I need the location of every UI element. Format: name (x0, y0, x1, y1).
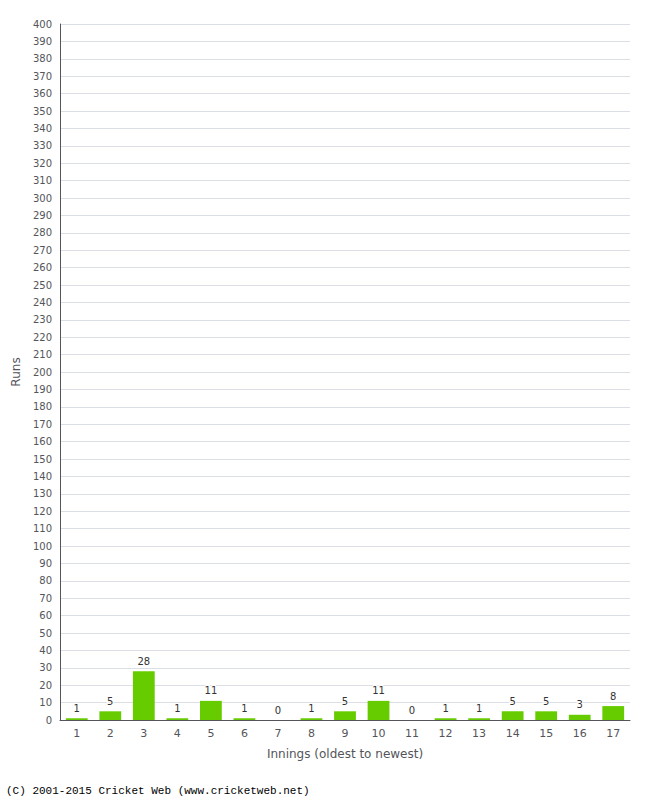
svg-text:60: 60 (39, 610, 52, 621)
svg-text:40: 40 (39, 645, 52, 656)
svg-text:50: 50 (39, 628, 52, 639)
svg-text:100: 100 (33, 541, 52, 552)
svg-text:1: 1 (442, 703, 448, 714)
svg-text:12: 12 (439, 727, 453, 740)
svg-text:150: 150 (33, 454, 52, 465)
svg-text:5: 5 (543, 696, 549, 707)
svg-text:14: 14 (506, 727, 520, 740)
svg-text:370: 370 (33, 71, 52, 82)
svg-text:3: 3 (140, 727, 147, 740)
svg-text:390: 390 (33, 36, 52, 47)
svg-text:0: 0 (409, 705, 415, 716)
svg-text:5: 5 (207, 727, 214, 740)
svg-text:13: 13 (472, 727, 486, 740)
svg-text:20: 20 (39, 680, 52, 691)
svg-text:350: 350 (33, 106, 52, 117)
svg-text:190: 190 (33, 384, 52, 395)
svg-text:(C) 2001-2015 Cricket Web (www: (C) 2001-2015 Cricket Web (www.cricketwe… (6, 785, 310, 797)
svg-text:110: 110 (33, 523, 52, 534)
svg-text:140: 140 (33, 471, 52, 482)
svg-text:220: 220 (33, 332, 52, 343)
svg-text:Runs: Runs (9, 357, 23, 386)
svg-text:17: 17 (606, 727, 620, 740)
svg-text:1: 1 (476, 703, 482, 714)
svg-text:120: 120 (33, 506, 52, 517)
svg-text:1: 1 (174, 703, 180, 714)
svg-text:30: 30 (39, 662, 52, 673)
svg-text:5: 5 (107, 696, 113, 707)
svg-text:160: 160 (33, 436, 52, 447)
svg-text:90: 90 (39, 558, 52, 569)
svg-text:290: 290 (33, 210, 52, 221)
svg-text:230: 230 (33, 314, 52, 325)
svg-text:1: 1 (74, 703, 80, 714)
svg-text:210: 210 (33, 349, 52, 360)
svg-text:5: 5 (509, 696, 515, 707)
svg-text:10: 10 (372, 727, 386, 740)
svg-text:Innings (oldest to newest): Innings (oldest to newest) (267, 747, 423, 761)
svg-text:28: 28 (137, 656, 150, 667)
svg-text:5: 5 (342, 696, 348, 707)
svg-text:10: 10 (39, 697, 52, 708)
svg-text:310: 310 (33, 175, 52, 186)
svg-text:9: 9 (342, 727, 349, 740)
svg-text:360: 360 (33, 88, 52, 99)
svg-text:300: 300 (33, 193, 52, 204)
svg-text:0: 0 (46, 715, 52, 726)
svg-text:170: 170 (33, 419, 52, 430)
svg-text:280: 280 (33, 227, 52, 238)
svg-text:240: 240 (33, 297, 52, 308)
svg-text:11: 11 (205, 685, 218, 696)
svg-text:380: 380 (33, 53, 52, 64)
svg-text:15: 15 (539, 727, 553, 740)
svg-text:320: 320 (33, 158, 52, 169)
svg-text:11: 11 (405, 727, 419, 740)
svg-text:0: 0 (275, 705, 281, 716)
svg-text:400: 400 (33, 19, 52, 30)
svg-text:80: 80 (39, 575, 52, 586)
svg-text:270: 270 (33, 245, 52, 256)
svg-text:200: 200 (33, 367, 52, 378)
svg-text:16: 16 (573, 727, 587, 740)
svg-text:330: 330 (33, 140, 52, 151)
svg-text:8: 8 (610, 691, 616, 702)
svg-text:260: 260 (33, 262, 52, 273)
svg-text:7: 7 (274, 727, 281, 740)
svg-text:11: 11 (372, 685, 385, 696)
svg-text:2: 2 (107, 727, 114, 740)
svg-text:4: 4 (174, 727, 181, 740)
svg-text:70: 70 (39, 593, 52, 604)
svg-text:8: 8 (308, 727, 315, 740)
svg-text:1: 1 (73, 727, 80, 740)
svg-text:3: 3 (577, 699, 583, 710)
svg-text:340: 340 (33, 123, 52, 134)
svg-text:180: 180 (33, 401, 52, 412)
svg-text:1: 1 (241, 703, 247, 714)
svg-text:250: 250 (33, 280, 52, 291)
svg-text:130: 130 (33, 488, 52, 499)
svg-text:6: 6 (241, 727, 248, 740)
svg-text:1: 1 (308, 703, 314, 714)
